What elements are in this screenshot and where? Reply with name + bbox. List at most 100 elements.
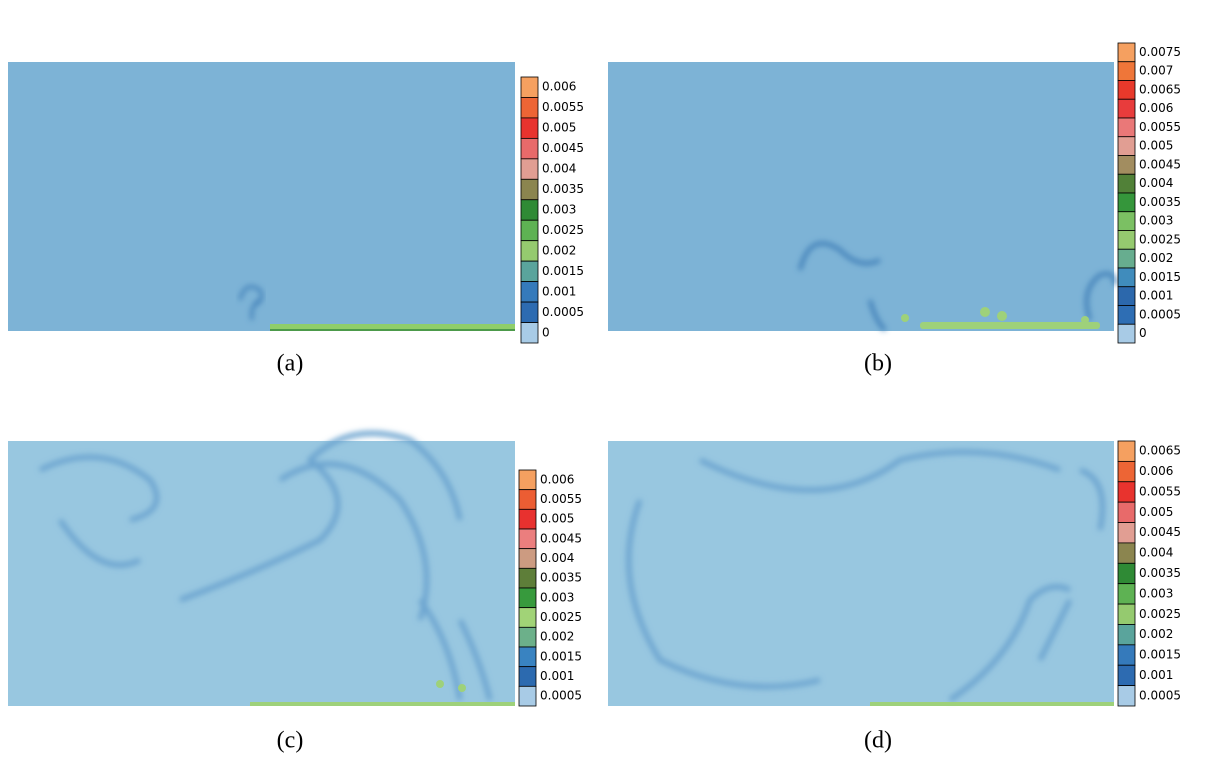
colorbar-bin <box>520 240 539 262</box>
colorbar-bin <box>1117 460 1136 483</box>
colorbar-label: 0.001 <box>1139 289 1173 303</box>
colorbar-bin <box>520 322 539 344</box>
colorbar-label: 0.003 <box>540 590 574 604</box>
colorbar-label: 0.002 <box>540 630 574 644</box>
colorbar-label: 0.004 <box>1139 176 1173 190</box>
field-b <box>608 62 1117 332</box>
colorbar-bin <box>520 260 539 283</box>
colorbar-bin <box>1117 522 1136 544</box>
colorbar-label: 0.003 <box>542 203 576 217</box>
colorbar-label: 0.004 <box>1139 546 1173 560</box>
colorbar-bin <box>518 548 537 569</box>
colorbar-bin <box>1117 248 1136 269</box>
colorbar-label: 0.0045 <box>540 531 582 545</box>
colorbar-label: 0.006 <box>540 472 574 486</box>
colorbar-label: 0.0055 <box>1139 484 1181 498</box>
colorbar-label: 0.005 <box>1139 139 1173 153</box>
colorbar-label: 0.003 <box>1139 214 1173 228</box>
colorbar-bin <box>520 219 539 242</box>
colorbar-label: 0.0045 <box>1139 157 1181 171</box>
colorbar-bin <box>1117 603 1136 625</box>
colorbar-label: 0.0015 <box>1139 648 1181 662</box>
colorbar-bin <box>1117 286 1136 306</box>
colorbar-bin <box>518 626 537 648</box>
colorbar-label: 0.0005 <box>1139 307 1181 321</box>
colorbar-label: 0.0005 <box>542 305 584 319</box>
colorbar-bin <box>520 301 539 323</box>
colorbar-label: 0.0005 <box>540 689 582 703</box>
colorbar-label: 0.002 <box>1139 627 1173 641</box>
colorbar-label: 0.006 <box>1139 464 1173 478</box>
colorbar-label: 0.003 <box>1139 586 1173 600</box>
colorbar-label: 0.004 <box>542 162 576 176</box>
colorbar-bin <box>520 117 539 139</box>
colorbar-label: 0.001 <box>540 669 574 683</box>
colorbar-bin <box>1117 211 1136 231</box>
colorbar-bin <box>518 508 537 530</box>
colorbar-label: 0 <box>542 325 550 339</box>
panels: 0.006 0.0055 0.005 0.0045 0.004 0.0035 0.003 0.… <box>277 42 1181 754</box>
colorbar-bin <box>1117 61 1136 81</box>
colorbar-label: 0.0015 <box>540 649 582 663</box>
colorbar-bin <box>1117 501 1136 523</box>
colorbar-label: 0.002 <box>1139 251 1173 265</box>
colorbar-label: 0.0025 <box>1139 607 1181 621</box>
colorbar-label: 0.0035 <box>540 571 582 585</box>
colorbar-bin <box>518 469 537 491</box>
colorbar-label: 0.0035 <box>1139 566 1181 580</box>
colorbar-bin <box>1117 42 1136 63</box>
colorbar-label: 0.004 <box>540 551 574 565</box>
colorbar-label: 0.0065 <box>1139 444 1181 458</box>
colorbar-bin <box>520 137 539 160</box>
colorbar-bin <box>1117 624 1136 646</box>
colorbar-label: 0.0015 <box>1139 270 1181 284</box>
colorbar-label: 0.006 <box>1139 101 1173 115</box>
colorbar-bin <box>1117 155 1136 175</box>
field-a <box>8 62 515 331</box>
colorbar-label: 0.0065 <box>1139 82 1181 96</box>
field-c <box>8 430 515 706</box>
colorbar-bin <box>518 685 537 707</box>
colorbar-bin <box>1117 685 1136 707</box>
colorbar-label: 0 <box>1139 326 1147 340</box>
colorbar-bin <box>1117 267 1136 288</box>
colorbar-bin <box>1117 583 1136 605</box>
colorbar-bin <box>520 178 539 201</box>
colorbar-bin <box>518 567 537 589</box>
colorbar-label: 0.005 <box>1139 505 1173 519</box>
panel-caption: (c) <box>277 728 304 754</box>
colorbar-bin <box>520 158 539 180</box>
colorbar-bin <box>1117 323 1136 344</box>
colorbar-bin <box>1117 192 1136 213</box>
colorbar-bin <box>1117 80 1136 100</box>
colorbar-label: 0.001 <box>542 284 576 298</box>
colorbar-bin <box>1117 98 1136 119</box>
colorbar-label: 0.0025 <box>540 610 582 624</box>
colorbar-bin <box>1117 117 1136 138</box>
colorbar-bin <box>1117 230 1136 250</box>
colorbar-label: 0.005 <box>542 121 576 135</box>
panel-caption: (a) <box>277 351 304 377</box>
colorbar-label: 0.001 <box>1139 668 1173 682</box>
colorbar-bin <box>518 607 537 628</box>
colorbar-label: 0.0055 <box>540 492 582 506</box>
colorbar-bin <box>518 528 537 550</box>
colorbar-bin <box>520 281 539 303</box>
colorbar-bin <box>520 76 539 98</box>
colorbar-bin <box>520 199 539 221</box>
colorbar-bin <box>518 587 537 609</box>
colorbar-label: 0.0025 <box>1139 232 1181 246</box>
colorbar-bin <box>518 489 537 510</box>
panel-caption: (b) <box>864 351 892 377</box>
colorbar-label: 0.0055 <box>542 100 584 114</box>
colorbar-bin <box>1117 664 1136 687</box>
colorbar-label: 0.0045 <box>542 141 584 155</box>
colorbar-bin <box>1117 481 1136 503</box>
colorbar-label: 0.0015 <box>542 264 584 278</box>
colorbar-bin <box>518 666 537 687</box>
panel-caption: (d) <box>864 728 892 754</box>
colorbar-bin <box>1117 440 1136 462</box>
colorbar-bin <box>1117 542 1136 564</box>
